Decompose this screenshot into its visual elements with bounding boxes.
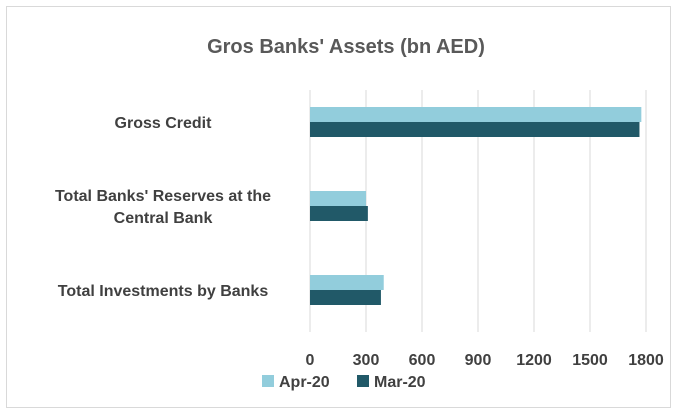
legend: Apr-20 Mar-20 <box>262 374 426 391</box>
x-tick-label: 1800 <box>628 352 664 369</box>
x-tick-label: 900 <box>465 352 492 369</box>
x-axis-ticks: 0 300 600 900 1200 1500 1800 <box>306 352 664 369</box>
category-label: Total Banks' Reserves at the <box>55 188 271 205</box>
x-tick-label: 1200 <box>516 352 552 369</box>
bar-mar-20 <box>310 206 368 221</box>
x-tick-label: 1500 <box>572 352 608 369</box>
category-label: Gross Credit <box>115 115 213 132</box>
bar-apr-20 <box>310 107 642 122</box>
category-label: Total Investments by Banks <box>58 283 269 300</box>
legend-swatch <box>262 375 274 387</box>
bars <box>310 107 642 305</box>
bar-mar-20 <box>310 290 381 305</box>
x-tick-label: 600 <box>409 352 436 369</box>
bar-apr-20 <box>310 275 384 290</box>
category-label: Central Bank <box>114 210 213 227</box>
legend-swatch <box>357 375 369 387</box>
x-tick-label: 0 <box>306 352 315 369</box>
bar-mar-20 <box>310 122 640 137</box>
x-tick-label: 300 <box>353 352 380 369</box>
chart-title: Gros Banks' Assets (bn AED) <box>207 36 485 58</box>
category-labels: Gross Credit Total Banks' Reserves at the… <box>55 115 271 300</box>
legend-label: Apr-20 <box>279 374 330 391</box>
bar-apr-20 <box>310 191 366 206</box>
legend-label: Mar-20 <box>374 374 426 391</box>
